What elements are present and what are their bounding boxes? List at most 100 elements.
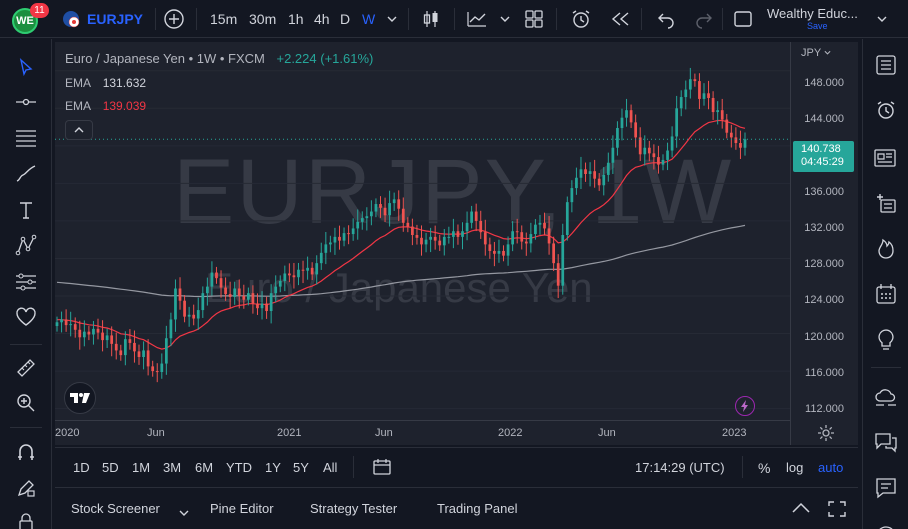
candle-body — [133, 342, 136, 352]
lightning-button[interactable] — [735, 396, 755, 416]
candle-body — [274, 286, 278, 294]
chart-pane[interactable]: EURJPY, 1W Euro / Japanese Yen Euro / Ja… — [55, 42, 790, 420]
layout-dropdown[interactable] — [876, 9, 888, 29]
range-ytd[interactable]: YTD — [226, 460, 252, 475]
range-3m[interactable]: 3M — [163, 460, 182, 475]
pattern-tool[interactable] — [12, 232, 40, 258]
candle-body — [187, 314, 191, 317]
gear-icon — [818, 425, 834, 441]
undo-button[interactable] — [656, 9, 676, 29]
range-6m[interactable]: 6M — [195, 460, 214, 475]
interval-dropdown[interactable] — [386, 9, 398, 29]
collapse-legend-button[interactable] — [65, 120, 93, 140]
ema-legend-1[interactable]: EMA 131.632 — [65, 76, 146, 90]
go-to-date-button[interactable] — [373, 459, 391, 480]
messages-button[interactable] — [872, 474, 900, 502]
text-tool[interactable] — [12, 197, 40, 223]
interval-4h[interactable]: 4h — [314, 11, 330, 27]
chevron-down-icon — [824, 50, 831, 55]
brush-tool[interactable] — [12, 161, 40, 187]
symbol-search[interactable]: EURJPY — [62, 9, 143, 29]
range-1y[interactable]: 1Y — [265, 460, 281, 475]
candle-body — [260, 303, 264, 309]
measure-tool[interactable] — [12, 355, 40, 381]
range-5y[interactable]: 5Y — [293, 460, 309, 475]
add-list-icon — [877, 194, 896, 213]
ideas-button[interactable] — [872, 326, 900, 354]
candle-body — [142, 350, 145, 357]
chart-type-button[interactable] — [420, 9, 442, 29]
interval-d[interactable]: D — [340, 11, 351, 27]
screener-dropdown[interactable] — [179, 504, 189, 522]
interval-1h[interactable]: 1h — [288, 11, 304, 27]
candle-body — [55, 322, 59, 327]
streams-button[interactable] — [872, 383, 900, 411]
compare-button[interactable] — [163, 9, 185, 29]
layout-button[interactable] — [524, 9, 544, 29]
candle-body — [447, 236, 451, 238]
range-5d[interactable]: 5D — [102, 460, 119, 475]
news-button[interactable] — [872, 144, 900, 172]
stay-in-drawing-tool[interactable] — [12, 475, 40, 501]
notification-badge: 11 — [30, 3, 49, 18]
ema-legend-2[interactable]: EMA 139.039 — [65, 99, 146, 113]
tab-trading-panel[interactable]: Trading Panel — [437, 501, 518, 516]
candles-icon — [423, 11, 438, 27]
tab-stock-screener[interactable]: Stock Screener — [71, 501, 160, 516]
utc-clock[interactable]: 17:14:29 (UTC) — [635, 460, 725, 475]
interval-30m[interactable]: 30m — [249, 11, 277, 27]
candle-body — [470, 211, 473, 223]
channel-tool[interactable] — [12, 124, 40, 150]
divider — [871, 367, 901, 368]
interval-w[interactable]: W — [362, 11, 376, 27]
range-all[interactable]: All — [323, 460, 338, 475]
candle-body — [634, 122, 638, 138]
tab-strategy-tester[interactable]: Strategy Tester — [310, 501, 398, 516]
line-tool[interactable] — [12, 89, 40, 115]
candle-body — [215, 272, 218, 279]
hotlists-button[interactable] — [872, 234, 900, 262]
axis-settings-button[interactable] — [817, 424, 835, 447]
candle-body — [620, 117, 624, 129]
alerts-button[interactable] — [872, 96, 900, 124]
magnet-tool[interactable] — [12, 439, 40, 465]
percent-toggle[interactable]: % — [758, 460, 771, 476]
layout-name[interactable]: Wealthy Educ... Save — [767, 6, 858, 31]
indicators-dropdown[interactable] — [499, 9, 511, 29]
candle-body — [101, 332, 104, 341]
lock-tool[interactable] — [12, 509, 40, 529]
maximize-panel-button[interactable] — [828, 501, 846, 522]
prediction-tool[interactable] — [12, 269, 40, 295]
divider — [353, 456, 354, 478]
auto-toggle[interactable]: auto — [818, 460, 844, 475]
currency-selector[interactable]: JPY — [801, 47, 831, 59]
watchlist-button[interactable] — [872, 51, 900, 79]
candle-body — [734, 137, 738, 144]
calendar-goto-icon — [373, 459, 391, 475]
candle-body — [438, 240, 442, 246]
interval-15m[interactable]: 15m — [210, 11, 238, 27]
chats-button[interactable] — [872, 428, 900, 456]
help-button[interactable] — [872, 515, 900, 529]
tradingview-logo[interactable] — [64, 382, 96, 414]
list-icon — [876, 55, 896, 75]
favorites-tool[interactable] — [12, 304, 40, 330]
log-toggle[interactable]: log — [786, 460, 804, 475]
replay-button[interactable] — [609, 9, 631, 29]
candle-body — [707, 93, 710, 98]
redo-button[interactable] — [694, 9, 714, 29]
zoom-tool[interactable] — [12, 390, 40, 416]
range-1d[interactable]: 1D — [73, 460, 90, 475]
indicators-button[interactable] — [465, 9, 489, 29]
price-axis[interactable]: JPY 148.000 144.000 136.000 132.000 128.000 1… — [790, 42, 858, 445]
expand-panel-button[interactable] — [791, 501, 811, 519]
tab-pine-editor[interactable]: Pine Editor — [210, 501, 274, 516]
range-1m[interactable]: 1M — [132, 460, 151, 475]
alert-button[interactable] — [570, 9, 592, 29]
time-axis[interactable]: 2020 Jun 2021 Jun 2022 Jun 2023 — [55, 420, 790, 445]
calendar-button[interactable] — [872, 280, 900, 308]
data-window-button[interactable] — [872, 189, 900, 217]
fullscreen-layout-button[interactable] — [733, 9, 753, 29]
cursor-tool[interactable] — [12, 54, 40, 80]
candle-body — [297, 269, 300, 278]
